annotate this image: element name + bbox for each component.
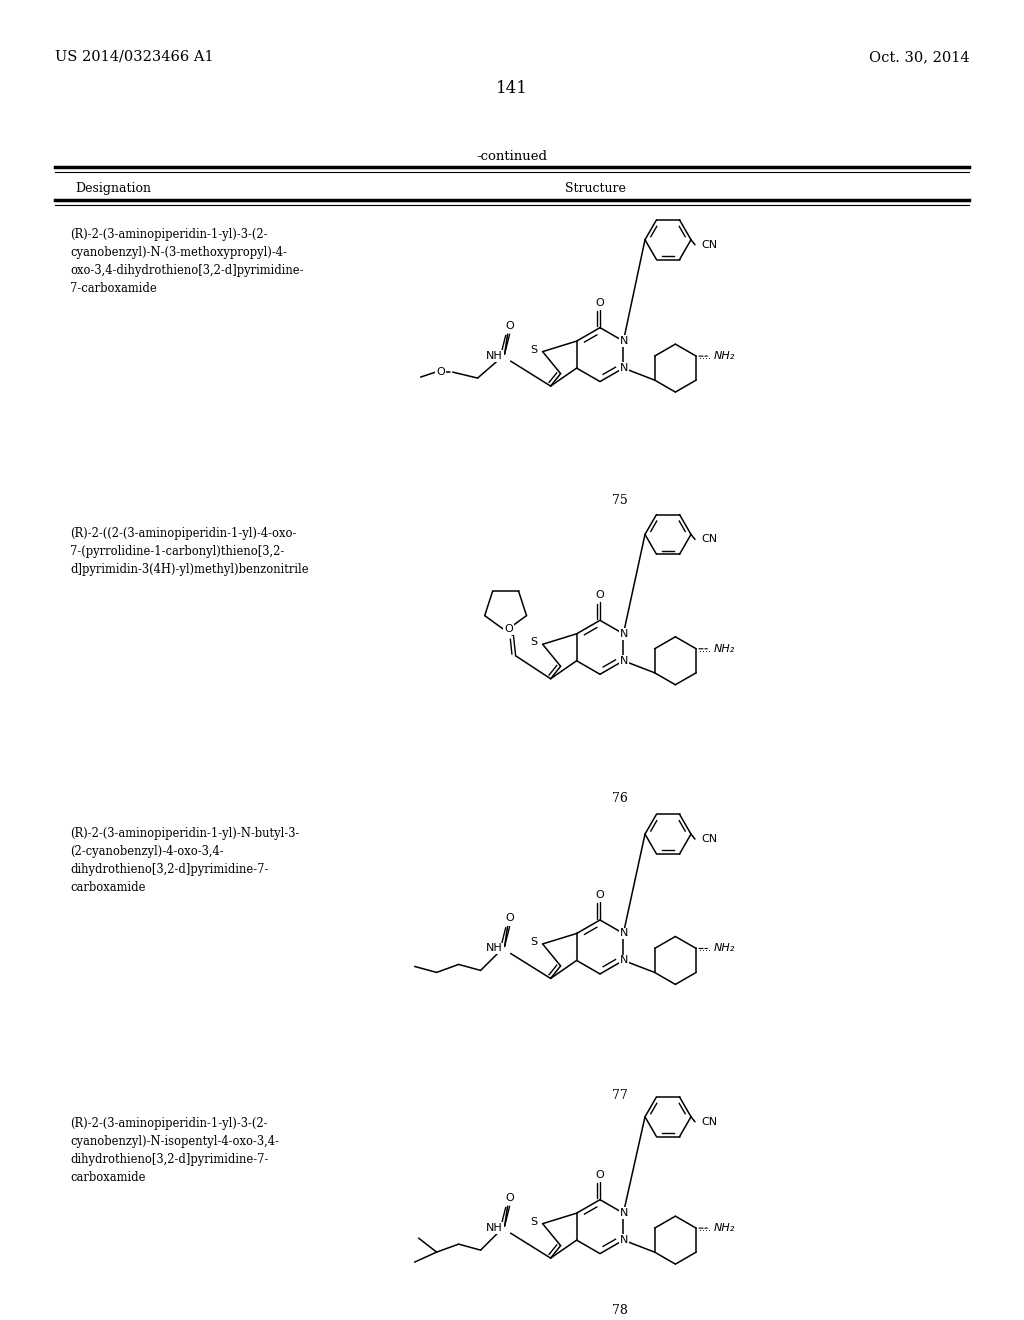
Text: N: N xyxy=(621,363,629,374)
Text: NH₂: NH₂ xyxy=(714,351,735,362)
Text: ....: .... xyxy=(699,644,711,653)
Text: NH₂: NH₂ xyxy=(714,1224,735,1233)
Text: O: O xyxy=(596,590,604,601)
Text: (R)-2-((2-(3-aminopiperidin-1-yl)-4-oxo-
7-(pyrrolidine-1-carbonyl)thieno[3,2-
d: (R)-2-((2-(3-aminopiperidin-1-yl)-4-oxo-… xyxy=(70,528,308,577)
Text: ....: .... xyxy=(699,1224,711,1233)
Text: NH: NH xyxy=(485,944,503,953)
Text: NH₂: NH₂ xyxy=(714,944,735,953)
Text: N: N xyxy=(621,1208,629,1218)
Text: O: O xyxy=(505,913,514,924)
Text: US 2014/0323466 A1: US 2014/0323466 A1 xyxy=(55,50,214,63)
Text: O: O xyxy=(596,1170,604,1180)
Text: (R)-2-(3-aminopiperidin-1-yl)-N-butyl-3-
(2-cyanobenzyl)-4-oxo-3,4-
dihydrothien: (R)-2-(3-aminopiperidin-1-yl)-N-butyl-3-… xyxy=(70,828,299,894)
Text: (R)-2-(3-aminopiperidin-1-yl)-3-(2-
cyanobenzyl)-N-(3-methoxypropyl)-4-
oxo-3,4-: (R)-2-(3-aminopiperidin-1-yl)-3-(2- cyan… xyxy=(70,228,303,294)
Text: N: N xyxy=(621,1236,629,1245)
Text: NH₂: NH₂ xyxy=(714,644,735,653)
Text: O: O xyxy=(505,1193,514,1204)
Text: -continued: -continued xyxy=(476,150,548,162)
Text: Oct. 30, 2014: Oct. 30, 2014 xyxy=(869,50,970,63)
Text: Structure: Structure xyxy=(564,182,626,195)
Text: S: S xyxy=(530,638,538,647)
Text: CN: CN xyxy=(701,240,717,249)
Text: S: S xyxy=(530,937,538,946)
Text: O: O xyxy=(596,890,604,900)
Text: N: N xyxy=(621,928,629,939)
Text: Designation: Designation xyxy=(75,182,151,195)
Text: O: O xyxy=(436,367,445,378)
Text: S: S xyxy=(530,1217,538,1226)
Text: O: O xyxy=(596,298,604,308)
Text: CN: CN xyxy=(701,1117,717,1127)
Text: NH: NH xyxy=(485,1224,503,1233)
Text: O: O xyxy=(504,624,513,634)
Text: O: O xyxy=(505,321,514,331)
Text: CN: CN xyxy=(701,535,717,544)
Text: CN: CN xyxy=(701,834,717,843)
Text: 75: 75 xyxy=(612,495,628,507)
Text: NH: NH xyxy=(485,351,503,362)
Text: S: S xyxy=(530,345,538,355)
Text: ....: .... xyxy=(699,944,711,953)
Text: N: N xyxy=(621,656,629,665)
Text: 77: 77 xyxy=(612,1089,628,1102)
Text: 76: 76 xyxy=(612,792,628,805)
Text: N: N xyxy=(621,956,629,965)
Text: 141: 141 xyxy=(496,81,528,96)
Text: ....: .... xyxy=(699,351,711,362)
Text: N: N xyxy=(621,337,629,346)
Text: (R)-2-(3-aminopiperidin-1-yl)-3-(2-
cyanobenzyl)-N-isopentyl-4-oxo-3,4-
dihydrot: (R)-2-(3-aminopiperidin-1-yl)-3-(2- cyan… xyxy=(70,1117,279,1184)
Text: N: N xyxy=(621,628,629,639)
Text: 78: 78 xyxy=(612,1304,628,1316)
